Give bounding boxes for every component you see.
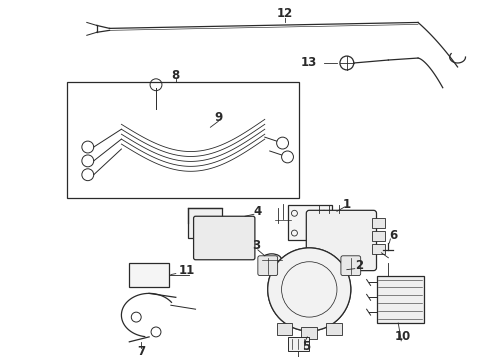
Bar bbox=[371, 231, 386, 241]
Bar bbox=[326, 323, 342, 335]
Bar bbox=[277, 323, 293, 335]
Bar bbox=[376, 275, 424, 323]
Circle shape bbox=[268, 248, 351, 331]
Text: 12: 12 bbox=[276, 7, 293, 20]
Text: 11: 11 bbox=[179, 264, 195, 277]
Text: 8: 8 bbox=[172, 69, 180, 82]
Text: 13: 13 bbox=[301, 57, 318, 69]
Bar bbox=[371, 218, 386, 228]
Bar bbox=[67, 82, 299, 198]
Bar bbox=[188, 208, 222, 238]
Bar bbox=[288, 205, 332, 240]
Text: 6: 6 bbox=[389, 229, 397, 242]
Text: 10: 10 bbox=[395, 330, 411, 343]
Text: 2: 2 bbox=[355, 259, 363, 272]
FancyBboxPatch shape bbox=[194, 216, 255, 260]
Bar bbox=[129, 263, 169, 287]
FancyBboxPatch shape bbox=[341, 256, 361, 275]
FancyBboxPatch shape bbox=[306, 210, 376, 271]
Ellipse shape bbox=[262, 254, 282, 266]
Text: 4: 4 bbox=[254, 205, 262, 218]
FancyBboxPatch shape bbox=[258, 256, 278, 275]
Text: 1: 1 bbox=[343, 198, 351, 211]
Text: 9: 9 bbox=[214, 111, 222, 124]
Bar bbox=[371, 244, 386, 254]
Text: 3: 3 bbox=[252, 239, 260, 252]
Text: 7: 7 bbox=[137, 345, 145, 358]
Bar bbox=[301, 327, 317, 339]
Bar bbox=[288, 337, 309, 351]
Text: 5: 5 bbox=[302, 340, 311, 353]
